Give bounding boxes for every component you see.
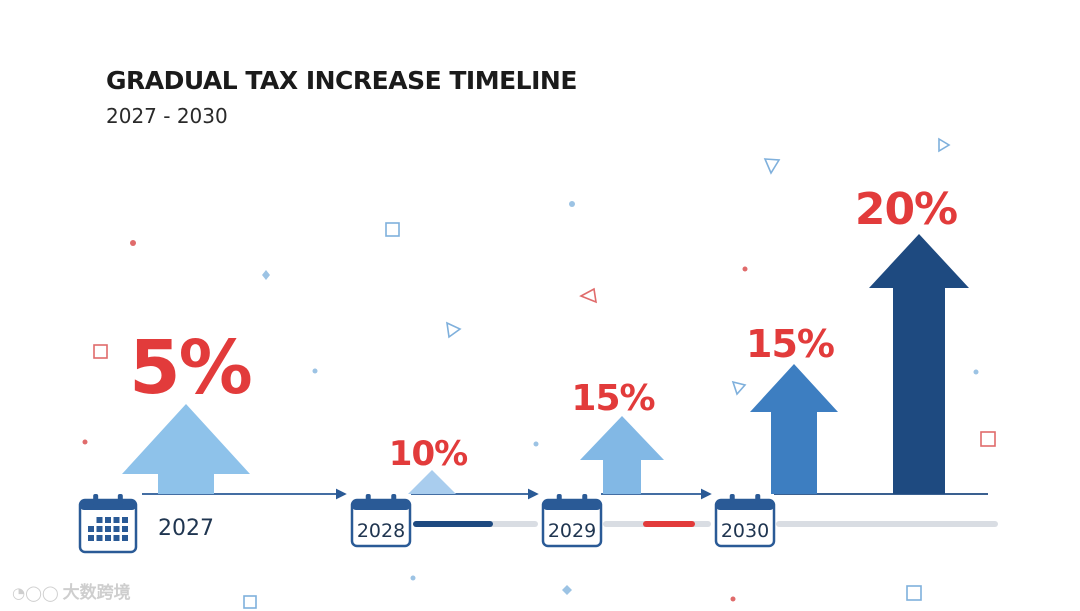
arrow-mark-5 bbox=[869, 234, 969, 494]
progress-tracks bbox=[413, 521, 998, 527]
confetti-diamond bbox=[562, 585, 572, 595]
confetti-diamond bbox=[262, 270, 270, 280]
year-label-2027: 2027 bbox=[158, 516, 214, 541]
calendar-icon bbox=[78, 494, 138, 554]
confetti-square bbox=[980, 431, 996, 447]
value-label-4: 15% bbox=[746, 322, 834, 366]
value-label-3: 15% bbox=[571, 378, 654, 419]
confetti-square bbox=[243, 595, 257, 609]
year-marker-2027: 2027 bbox=[78, 494, 214, 554]
track-2028-fill bbox=[413, 521, 493, 527]
confetti-triangle bbox=[731, 380, 747, 396]
calendar-header-band bbox=[543, 500, 601, 510]
confetti-dot bbox=[533, 441, 539, 447]
calendar-cell bbox=[96, 535, 103, 541]
arrow-marks bbox=[122, 234, 969, 494]
year-marker-2030: 2030 bbox=[714, 494, 776, 548]
confetti-dot bbox=[82, 439, 88, 445]
calendar-ring bbox=[582, 494, 588, 505]
value-labels: 5% 10% 15% 15% 20% bbox=[129, 184, 958, 474]
calendar-ring bbox=[755, 494, 761, 505]
calendar-cell bbox=[105, 517, 111, 523]
confetti-dot bbox=[312, 368, 318, 374]
calendar-header-band bbox=[716, 500, 774, 510]
calendar-cell bbox=[113, 517, 120, 523]
calendar-icon bbox=[350, 494, 412, 548]
calendar-cell bbox=[88, 535, 94, 541]
year-label-2028: 2028 bbox=[357, 520, 405, 542]
arrow-mark-1 bbox=[122, 404, 250, 494]
chart-title: GRADUAL TAX INCREASE TIMELINE bbox=[106, 66, 577, 95]
watermark-logo-icon: ◔◯◯ bbox=[12, 584, 59, 602]
confetti-triangle bbox=[938, 137, 951, 153]
calendar-cell bbox=[105, 526, 111, 532]
track-2030 bbox=[776, 521, 998, 527]
calendar-cell bbox=[113, 526, 120, 532]
confetti-triangle bbox=[446, 321, 462, 339]
calendar-cell bbox=[122, 517, 128, 523]
arrow-mark-4 bbox=[750, 364, 838, 494]
year-label-2030: 2030 bbox=[721, 520, 769, 542]
calendar-icon bbox=[541, 494, 603, 548]
watermark-text: 大数跨境 bbox=[62, 583, 131, 603]
calendar-header-band bbox=[80, 500, 136, 510]
watermark: ◔◯◯ 大数跨境 bbox=[12, 578, 131, 603]
calendar-icon bbox=[714, 494, 776, 548]
year-markers: 2027 2028 2029 2030 bbox=[78, 494, 776, 554]
year-label-2029: 2029 bbox=[548, 520, 596, 542]
year-marker-2029: 2029 bbox=[541, 494, 603, 548]
value-label-5: 20% bbox=[855, 184, 957, 235]
confetti-dot bbox=[410, 575, 416, 581]
confetti-dot bbox=[742, 266, 748, 272]
calendar-cell bbox=[96, 517, 103, 523]
confetti-dot bbox=[973, 369, 979, 375]
calendar-ring bbox=[556, 494, 562, 505]
confetti-triangle bbox=[763, 158, 781, 175]
calendar-cell bbox=[113, 535, 120, 541]
arrow-mark-3 bbox=[580, 416, 664, 494]
calendar-ring bbox=[729, 494, 735, 505]
confetti-square bbox=[906, 585, 922, 601]
decorative-confetti bbox=[82, 137, 996, 609]
calendar-header-band bbox=[352, 500, 410, 510]
calendar-ring bbox=[365, 494, 371, 505]
chart-subtitle: 2027 - 2030 bbox=[106, 104, 228, 128]
calendar-cell bbox=[122, 535, 128, 541]
calendar-cell bbox=[122, 526, 128, 532]
arrow-mark-2 bbox=[408, 470, 456, 494]
calendar-ring bbox=[93, 494, 99, 505]
confetti-square bbox=[385, 222, 400, 237]
track-2029-fill bbox=[643, 521, 695, 527]
value-label-1: 5% bbox=[129, 325, 251, 411]
calendar-cell bbox=[96, 526, 103, 532]
confetti-dot bbox=[569, 201, 575, 207]
calendar-cell bbox=[88, 526, 94, 532]
calendar-cell bbox=[105, 535, 111, 541]
calendar-ring bbox=[117, 494, 123, 505]
year-marker-2028: 2028 bbox=[350, 494, 412, 548]
confetti-dot bbox=[730, 596, 736, 602]
confetti-triangle bbox=[579, 287, 598, 304]
confetti-dot bbox=[130, 240, 136, 246]
confetti-square bbox=[93, 344, 108, 359]
calendar-ring bbox=[391, 494, 397, 505]
value-label-2: 10% bbox=[389, 434, 467, 474]
